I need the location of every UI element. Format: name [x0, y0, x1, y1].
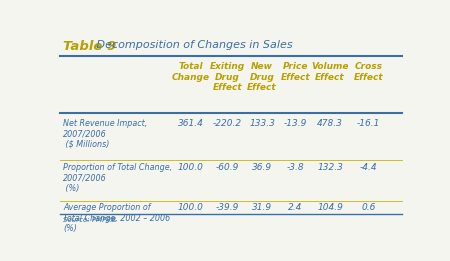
- Text: -3.8: -3.8: [286, 163, 304, 172]
- Text: Net Revenue Impact,
2007/2006
 ($ Millions): Net Revenue Impact, 2007/2006 ($ Million…: [63, 119, 148, 149]
- Text: 36.9: 36.9: [252, 163, 272, 172]
- Text: Source: PMPRB: Source: PMPRB: [63, 217, 116, 223]
- Text: 100.0: 100.0: [178, 163, 203, 172]
- Text: Decomposition of Changes in Sales: Decomposition of Changes in Sales: [93, 40, 292, 50]
- Text: Exiting
Drug
Effect: Exiting Drug Effect: [210, 62, 245, 92]
- Text: -220.2: -220.2: [212, 119, 242, 128]
- Text: Proportion of Total Change,
2007/2006
 (%): Proportion of Total Change, 2007/2006 (%…: [63, 163, 172, 193]
- Text: Volume
Effect: Volume Effect: [311, 62, 349, 82]
- Text: Total
Change: Total Change: [171, 62, 210, 82]
- Text: 132.3: 132.3: [317, 163, 343, 172]
- Text: Average Proportion of
Total Change, 2002 – 2006
(%): Average Proportion of Total Change, 2002…: [63, 203, 171, 233]
- Text: 31.9: 31.9: [252, 203, 272, 212]
- Text: -39.9: -39.9: [216, 203, 239, 212]
- Text: New
Drug
Effect: New Drug Effect: [247, 62, 277, 92]
- Text: Price
Effect: Price Effect: [280, 62, 310, 82]
- Text: -4.4: -4.4: [360, 163, 377, 172]
- Text: 478.3: 478.3: [317, 119, 343, 128]
- Text: 100.0: 100.0: [178, 203, 203, 212]
- Text: 361.4: 361.4: [178, 119, 203, 128]
- Text: -16.1: -16.1: [357, 119, 380, 128]
- Text: 2.4: 2.4: [288, 203, 302, 212]
- Text: 104.9: 104.9: [317, 203, 343, 212]
- Text: 133.3: 133.3: [249, 119, 275, 128]
- Text: -60.9: -60.9: [216, 163, 239, 172]
- Text: Table 9: Table 9: [63, 40, 117, 53]
- Text: Cross
Effect: Cross Effect: [354, 62, 383, 82]
- Text: 0.6: 0.6: [361, 203, 376, 212]
- Text: -13.9: -13.9: [284, 119, 307, 128]
